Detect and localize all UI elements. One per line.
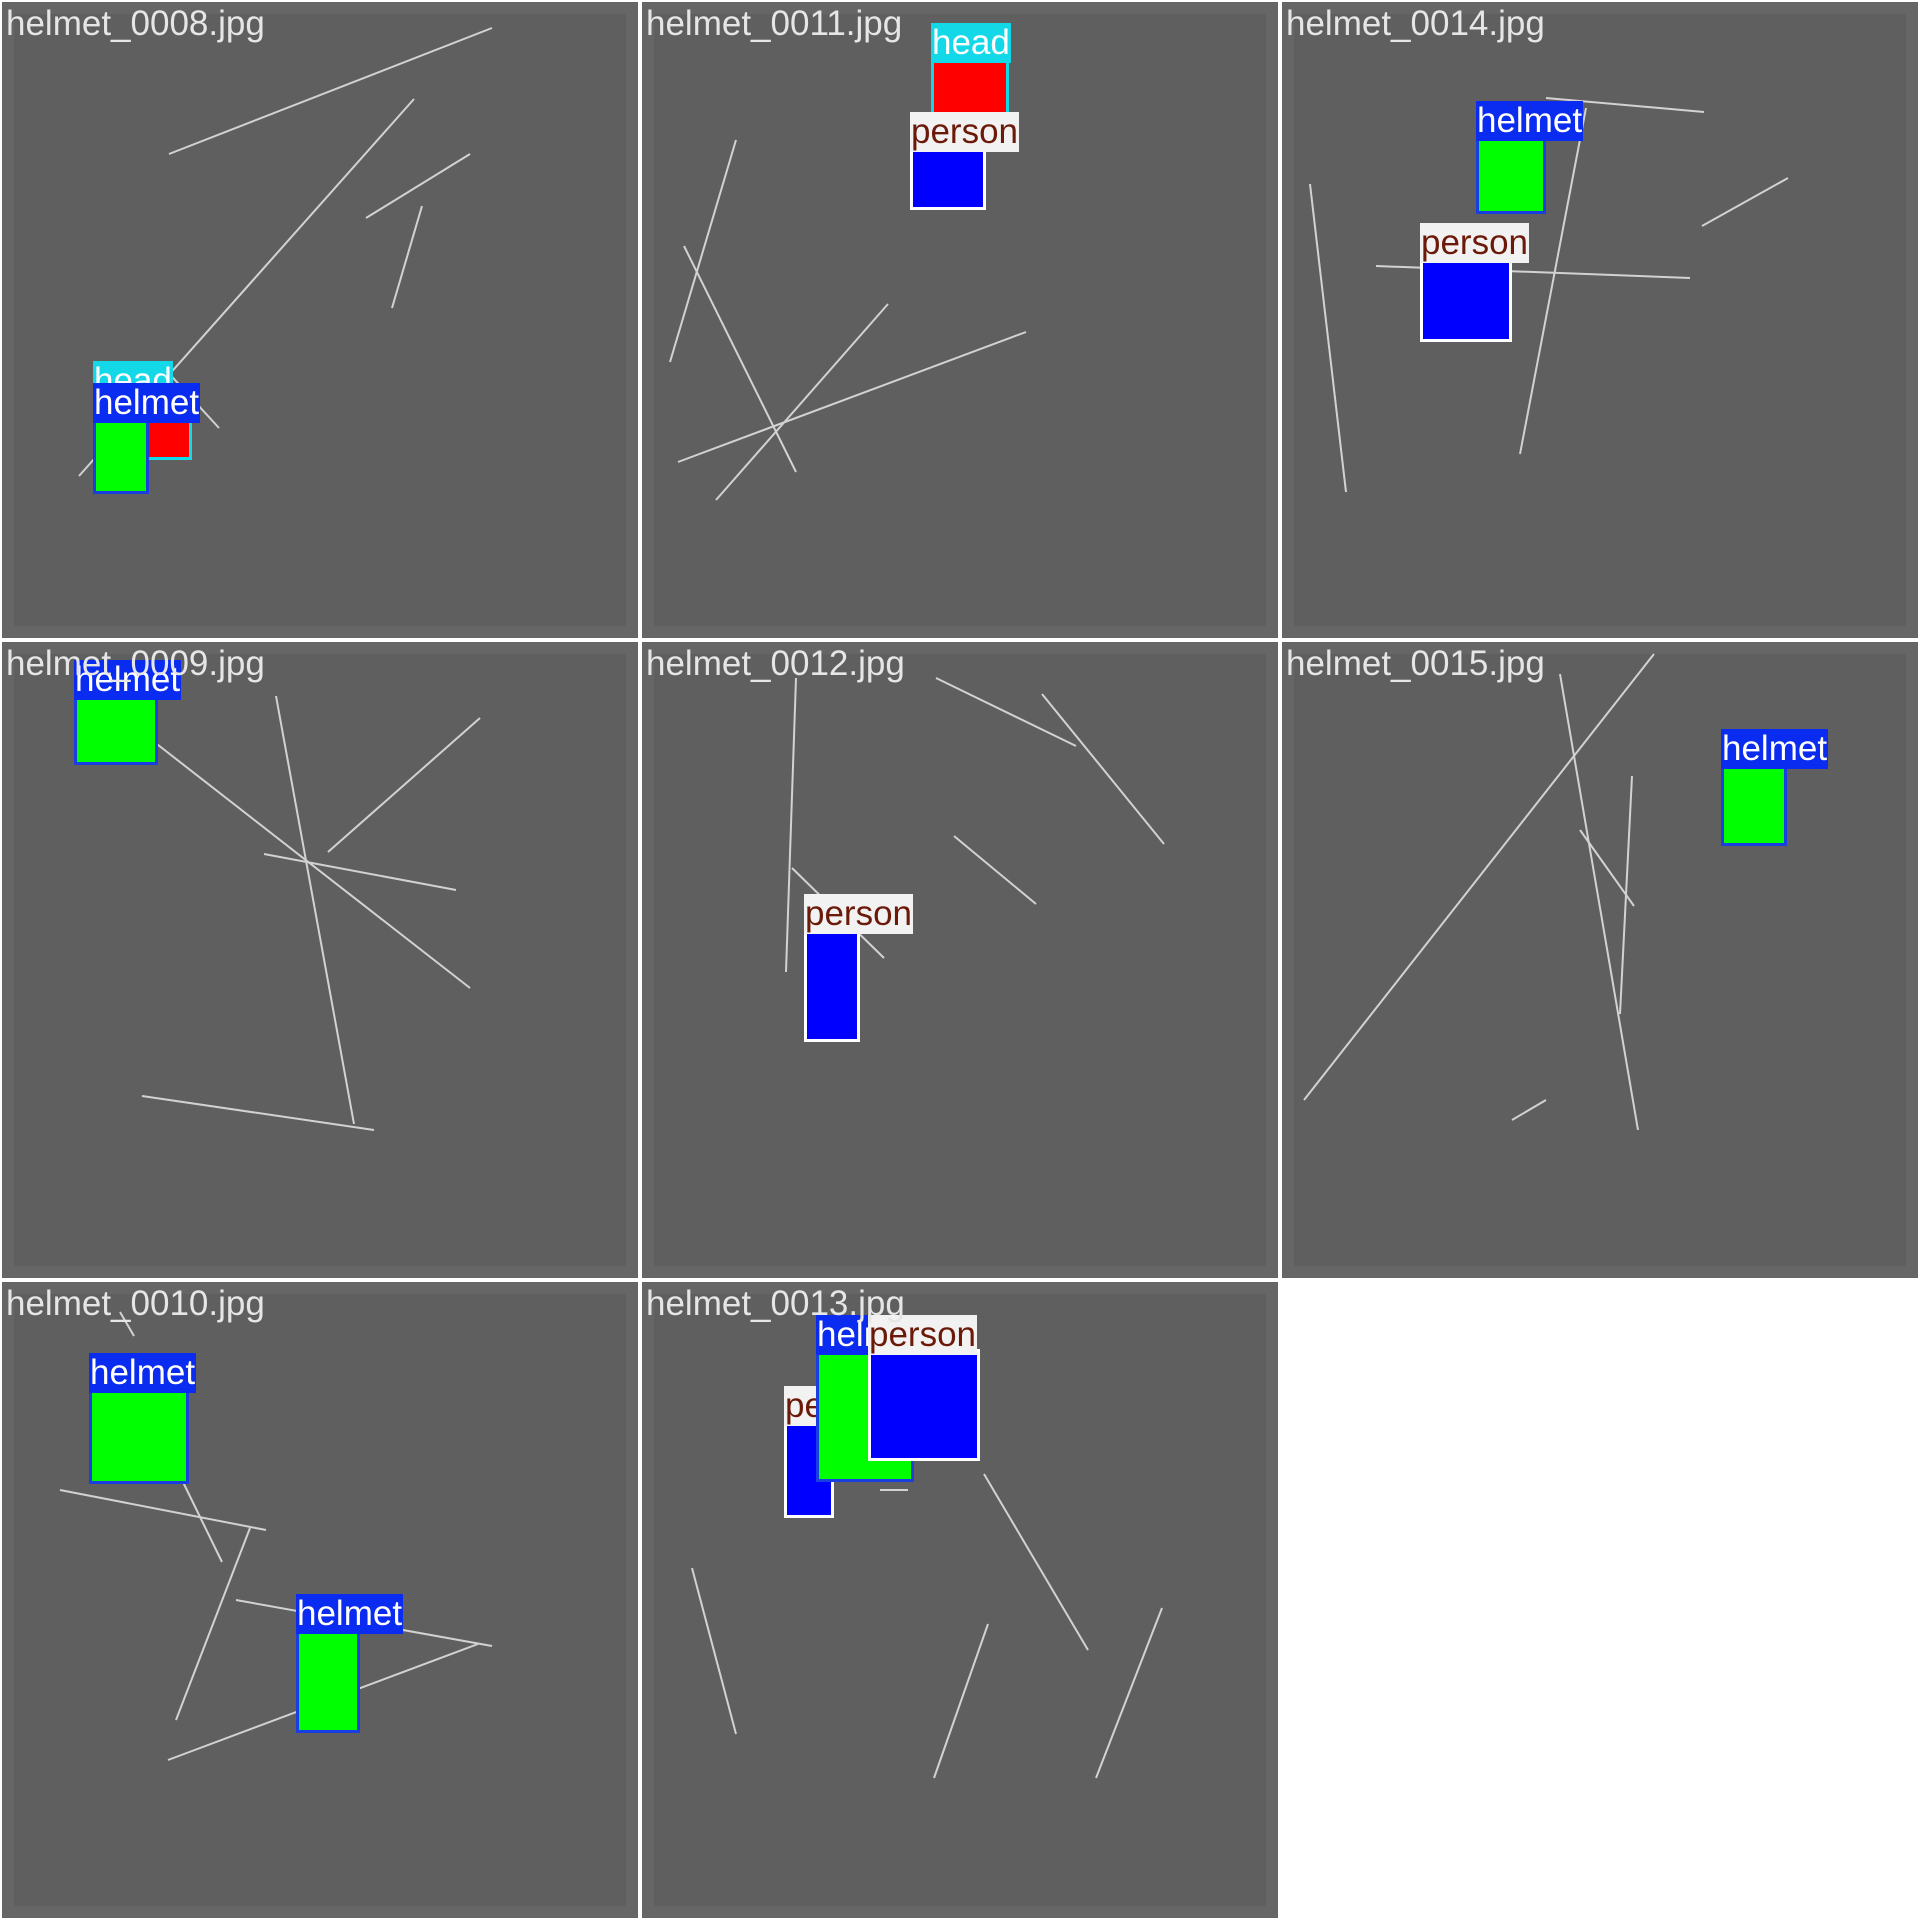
filename-caption: helmet_0010.jpg [6,1284,265,1323]
image-tile: person helmet_0012.jpg [642,642,1278,1278]
background-line [933,1623,989,1779]
image-tile: head person helmet_0011.jpg [642,2,1278,638]
image-tile: personhelmetpersonhelmet_0013.jpg [642,1282,1278,1918]
helmet-box [74,687,158,765]
person-box [868,1349,980,1461]
background-line [669,139,737,363]
background-line [181,1479,223,1563]
background-line [677,331,1027,463]
background-line [715,303,889,501]
image-tile: helmet helmet_0009.jpg [2,642,638,1278]
background-line [168,27,493,155]
image-area [1294,14,1906,626]
image-tile: helmet helmet_0015.jpg [1282,642,1918,1278]
tile-background [654,654,1266,1266]
background-line [1545,97,1705,113]
background-line [327,717,481,853]
helmet-label: helmet [89,1353,197,1393]
background-line [391,205,423,309]
background-line [141,1095,375,1131]
background-line [683,245,797,473]
helmet-label: helmet [296,1594,404,1634]
background-line [1309,183,1347,493]
background-line [275,695,355,1125]
helmet-label: helmet [74,660,182,700]
background-line [1519,107,1587,455]
helmet-label: helmet [1476,101,1584,141]
tile-background [14,14,626,626]
person-label: person [804,894,914,934]
person-box [1420,256,1512,342]
background-line [365,153,471,219]
background-line [1701,177,1789,227]
image-tile: helmet person helmet_0014.jpg [1282,2,1918,638]
head-label: head [931,23,1011,63]
helmet-box [296,1621,360,1733]
filename-caption: helmet_0009.jpg [6,644,265,683]
background-line [785,677,797,973]
person-label: person [1420,223,1530,263]
person-label: person [868,1315,978,1355]
image-tile: helmet helmet helmet_0010.jpg [2,1282,638,1918]
image-tile: head helmet helmet_0008.jpg [2,2,638,638]
background-line [1511,1099,1547,1121]
background-line [935,677,1077,747]
filename-caption: helmet_0008.jpg [6,4,265,43]
filename-caption: helmet_0012.jpg [646,644,905,683]
helmet-box [89,1380,189,1484]
background-line [953,835,1037,905]
helmet-label: helmet [93,383,201,423]
image-area [14,14,626,626]
background-line [119,1311,135,1337]
filename-caption: helmet_0011.jpg [646,4,903,43]
filename-caption: helmet_0015.jpg [1286,644,1545,683]
background-line [983,1473,1089,1651]
filename-caption: helmet_0014.jpg [1286,4,1545,43]
background-line [1095,1607,1163,1779]
filename-caption: helmet_0013.jpg [646,1284,905,1323]
helmet-box [1721,756,1787,846]
background-line [1041,693,1165,845]
person-box [910,144,986,210]
helmet-label: helmet [1721,729,1829,769]
background-line [691,1567,737,1735]
image-area [654,654,1266,1266]
background-line [175,1527,251,1721]
background-line [1559,673,1639,1131]
person-box [804,927,860,1042]
background-line [143,733,471,989]
person-label: person [910,112,1020,152]
tile-background [1294,14,1906,626]
background-line [1303,653,1655,1101]
background-line [59,1489,267,1531]
background-line [263,853,457,891]
background-line [1579,829,1635,907]
